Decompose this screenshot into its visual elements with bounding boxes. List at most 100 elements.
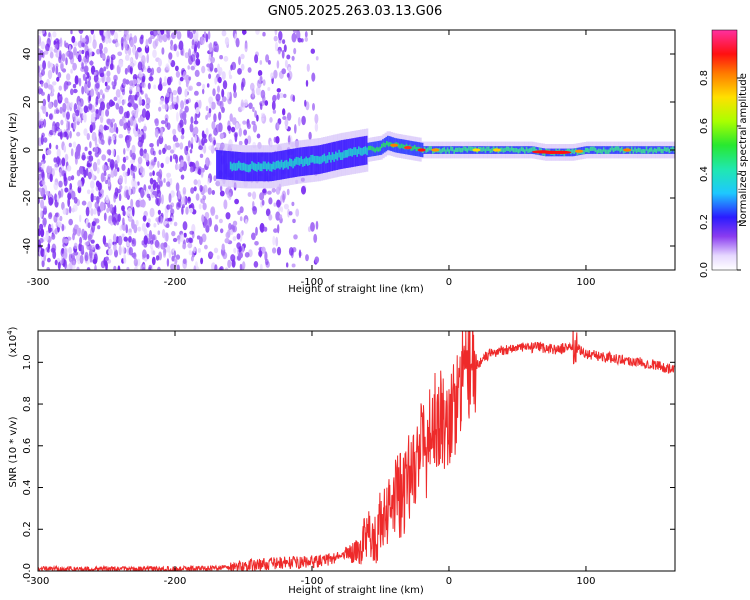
noise-speck — [77, 40, 83, 48]
noise-speck — [254, 241, 259, 246]
trace-core — [486, 146, 488, 151]
noise-speck — [121, 88, 126, 96]
noise-speck — [49, 227, 53, 232]
noise-speck — [273, 69, 278, 79]
noise-speck — [90, 192, 94, 203]
noise-speck — [202, 195, 207, 201]
noise-speck — [122, 246, 125, 255]
noise-speck — [72, 260, 76, 266]
trace-core — [361, 148, 363, 156]
spectrogram-x-label: Height of straight line (km) — [288, 284, 424, 295]
noise-speck — [184, 88, 188, 98]
snr-background — [38, 331, 675, 571]
noise-speck — [54, 109, 57, 115]
noise-speck — [166, 32, 171, 39]
noise-speck — [161, 229, 166, 239]
noise-speck — [214, 41, 218, 46]
noise-speck — [184, 145, 189, 156]
noise-speck — [67, 197, 71, 207]
noise-speck — [281, 49, 285, 59]
noise-speck — [117, 99, 122, 105]
noise-speck — [223, 55, 229, 62]
noise-speck — [117, 167, 120, 172]
noise-speck — [291, 263, 296, 268]
noise-speck — [172, 96, 178, 105]
noise-speck — [172, 90, 178, 96]
trace-core — [479, 147, 482, 152]
noise-speck — [227, 125, 232, 131]
noise-speck — [68, 51, 74, 60]
noise-speck — [221, 96, 227, 102]
noise-speck — [281, 68, 287, 75]
y-tick-label: -40 — [22, 238, 33, 254]
trace-core — [249, 163, 252, 172]
noise-speck — [61, 201, 65, 211]
x-tick-label: -300 — [27, 277, 50, 288]
noise-speck — [138, 70, 144, 78]
noise-speck — [235, 37, 240, 48]
noise-speck — [267, 190, 272, 195]
noise-speck — [181, 196, 187, 206]
noise-speck — [288, 211, 293, 216]
noise-speck — [272, 247, 277, 254]
noise-speck — [145, 110, 151, 121]
noise-speck — [273, 228, 278, 233]
noise-speck — [177, 86, 182, 95]
noise-speck — [53, 99, 58, 108]
noise-speck — [275, 236, 279, 247]
noise-speck — [182, 221, 188, 231]
noise-speck — [188, 85, 193, 91]
noise-speck — [92, 161, 98, 172]
noise-speck — [77, 54, 82, 63]
noise-speck — [143, 125, 147, 132]
noise-speck — [188, 48, 192, 59]
noise-speck — [215, 93, 221, 102]
noise-speck — [133, 258, 138, 267]
spectrogram-y-label: Frequency (Hz) — [8, 112, 19, 188]
noise-speck — [138, 96, 142, 104]
noise-speck — [40, 228, 45, 238]
noise-speck — [43, 50, 49, 55]
noise-speck — [73, 196, 78, 204]
noise-speck — [121, 100, 125, 106]
x-tick-label: -300 — [27, 576, 50, 587]
colorbar-tick-label: 0.0 — [699, 262, 710, 278]
noise-speck — [175, 137, 179, 142]
noise-speck — [117, 188, 121, 194]
noise-speck — [41, 30, 46, 35]
trace-core — [313, 156, 316, 164]
noise-speck — [87, 201, 93, 209]
noise-speck — [159, 77, 162, 85]
colorbar: 0.0 0.2 0.4 0.6 0.8 Normalized spectral ampl… — [699, 29, 749, 278]
noise-speck — [131, 165, 136, 172]
noise-speck — [48, 101, 53, 109]
noise-speck — [196, 162, 199, 172]
noise-speck — [79, 236, 83, 245]
trace-core — [284, 160, 286, 169]
noise-speck — [304, 99, 307, 107]
noise-speck — [186, 196, 192, 204]
noise-speck — [88, 244, 93, 251]
noise-speck — [213, 139, 216, 146]
noise-speck — [293, 47, 297, 55]
noise-speck — [78, 117, 82, 122]
noise-speck — [148, 37, 152, 45]
trace-core — [663, 146, 666, 151]
noise-speck — [87, 171, 92, 180]
noise-speck — [39, 223, 44, 230]
trace-core — [450, 146, 452, 151]
noise-speck — [147, 82, 151, 90]
noise-speck — [94, 147, 99, 154]
trace-body — [224, 150, 227, 180]
noise-speck — [49, 51, 54, 59]
noise-speck — [114, 249, 118, 258]
noise-speck — [190, 255, 194, 262]
noise-speck — [90, 239, 95, 244]
noise-speck — [86, 189, 91, 195]
noise-speck — [89, 252, 93, 263]
noise-speck — [261, 199, 265, 206]
noise-speck — [84, 241, 90, 246]
trace-core — [367, 146, 370, 151]
trace-core — [247, 164, 250, 173]
